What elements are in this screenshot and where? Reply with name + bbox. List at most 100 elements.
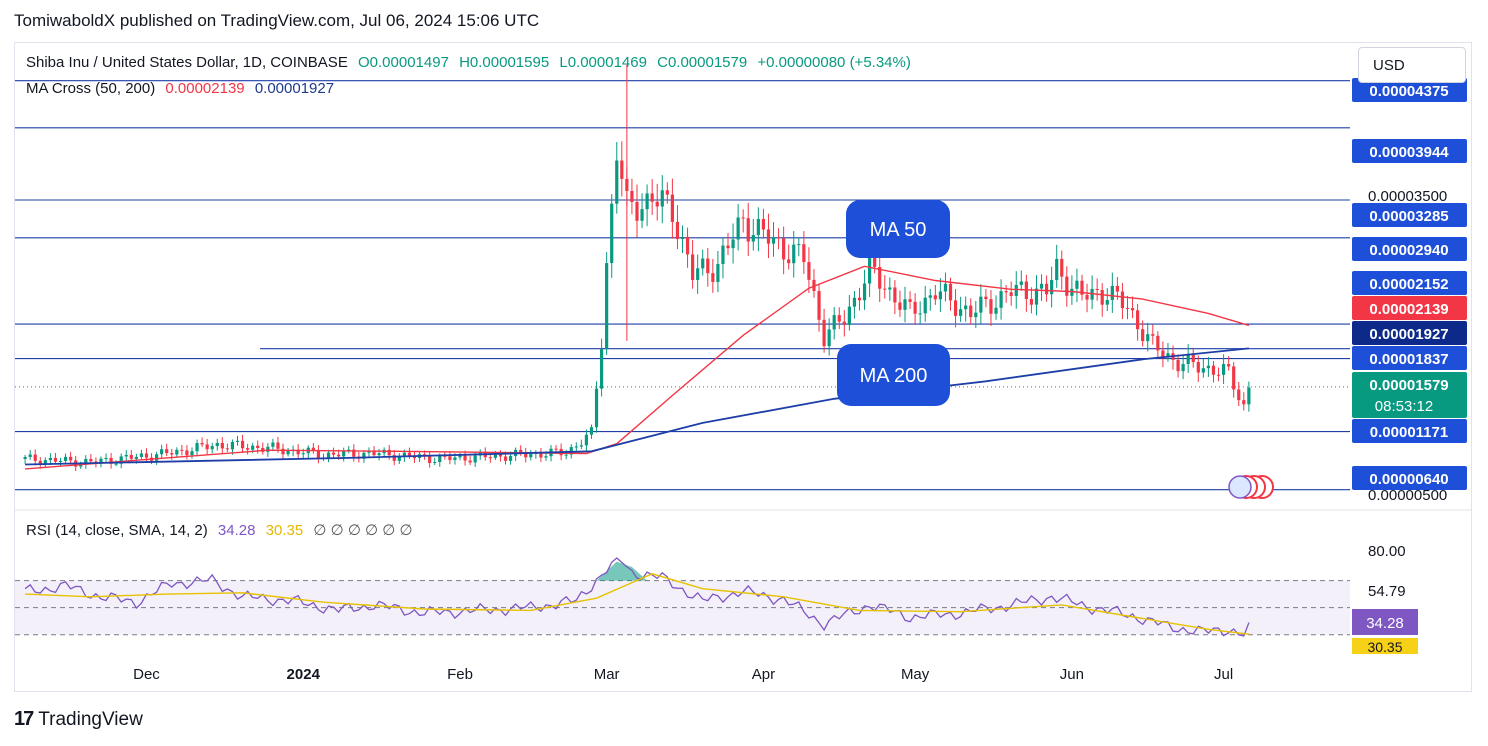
candle — [1110, 272, 1114, 313]
candle — [832, 307, 836, 340]
candle-body — [1044, 283, 1049, 295]
candle-body — [1247, 387, 1251, 405]
candle — [316, 445, 321, 464]
price-badge-0: 0.00004375 — [1352, 78, 1467, 102]
candle-body — [1004, 291, 1008, 293]
candle — [837, 307, 841, 330]
candle-body — [443, 455, 447, 457]
candle — [984, 288, 988, 308]
candle — [685, 227, 690, 268]
candle — [261, 442, 265, 455]
symbol-name[interactable]: Shiba Inu / United States Dollar, 1D, CO… — [26, 54, 348, 71]
candle — [615, 142, 619, 214]
candle-body — [160, 449, 164, 455]
candle — [1044, 275, 1049, 302]
candle-body — [615, 160, 619, 204]
candle-body — [594, 388, 599, 428]
candle — [529, 449, 533, 461]
candle — [84, 455, 88, 469]
candle — [1196, 355, 1200, 382]
rsi-extra-values: ∅ ∅ ∅ ∅ ∅ ∅ — [313, 522, 413, 539]
candle-body — [685, 236, 690, 255]
rsi-label[interactable]: RSI (14, close, SMA, 14, 2) — [26, 522, 208, 539]
current-price-badge-text: 0.00001579 — [1369, 377, 1448, 394]
candle — [144, 448, 149, 463]
candle — [1065, 266, 1069, 307]
candle-body — [610, 203, 614, 264]
rsi-sma-line — [25, 573, 1249, 635]
candle-body — [256, 445, 260, 448]
candle-body — [948, 283, 953, 301]
candle — [802, 231, 806, 274]
rsi-badge-text: 34.28 — [1366, 615, 1404, 632]
candle-body — [1065, 276, 1069, 296]
candle-body — [1166, 353, 1170, 358]
candle-body — [670, 194, 674, 222]
low-value: L0.00001469 — [559, 54, 647, 71]
candle-body — [104, 458, 108, 460]
candle-body — [69, 456, 73, 461]
candle-body — [913, 301, 917, 314]
candle — [1191, 347, 1195, 368]
candle — [539, 448, 543, 463]
brand-name: TradingView — [38, 708, 143, 730]
publisher-header: TomiwaboldX published on TradingView.com… — [14, 11, 540, 30]
candle — [640, 193, 644, 229]
candle-body — [352, 449, 356, 457]
candle-body — [665, 190, 669, 195]
candle — [1060, 250, 1064, 290]
candle-body — [741, 217, 745, 219]
candle — [43, 457, 47, 469]
flag-us — [1228, 475, 1252, 499]
candle-body — [620, 160, 624, 179]
candle — [787, 244, 791, 270]
footer-brand[interactable]: 17 TradingView — [14, 708, 143, 731]
current-price-badge-bg — [1352, 372, 1467, 418]
candle-body — [529, 454, 533, 458]
candle — [1247, 381, 1251, 412]
candle — [741, 209, 745, 233]
rsi-tick-label: 54.79 — [1368, 583, 1406, 600]
candle-body — [1146, 334, 1150, 342]
candle — [286, 448, 290, 457]
candle-body — [852, 297, 857, 307]
candle-body — [1232, 366, 1236, 390]
candle-body — [28, 454, 32, 457]
candle — [311, 442, 315, 454]
candle — [392, 449, 396, 466]
candle-body — [1206, 365, 1211, 369]
candle-body — [387, 449, 391, 456]
candle-body — [99, 458, 103, 464]
candle — [342, 447, 346, 462]
candle-body — [463, 455, 467, 461]
ma200-value: 0.00001927 — [254, 80, 335, 97]
candle-body — [200, 443, 204, 445]
candle — [180, 444, 184, 456]
candle-body — [862, 283, 867, 301]
candle-body — [938, 291, 942, 300]
candle-body — [124, 454, 128, 457]
candle — [620, 141, 624, 197]
candle — [645, 184, 649, 227]
candle — [1181, 354, 1185, 380]
candle — [347, 445, 351, 454]
candle-body — [1055, 258, 1059, 281]
candle-body — [817, 291, 821, 320]
candle-body — [1080, 280, 1084, 295]
candle-body — [933, 295, 937, 300]
candle-body — [488, 457, 492, 459]
ma-cross-label[interactable]: MA Cross (50, 200) — [26, 80, 156, 97]
candle — [979, 284, 983, 324]
candle-body — [402, 452, 406, 457]
candle-body — [185, 450, 189, 456]
candle-body — [119, 456, 123, 464]
currency-button[interactable]: USD — [1358, 47, 1466, 83]
candle-body — [837, 315, 841, 322]
candle — [706, 248, 710, 287]
candle-body — [918, 313, 922, 315]
candle — [326, 449, 331, 463]
candle — [827, 318, 831, 356]
candle — [124, 450, 128, 461]
candle-body — [1070, 288, 1074, 296]
